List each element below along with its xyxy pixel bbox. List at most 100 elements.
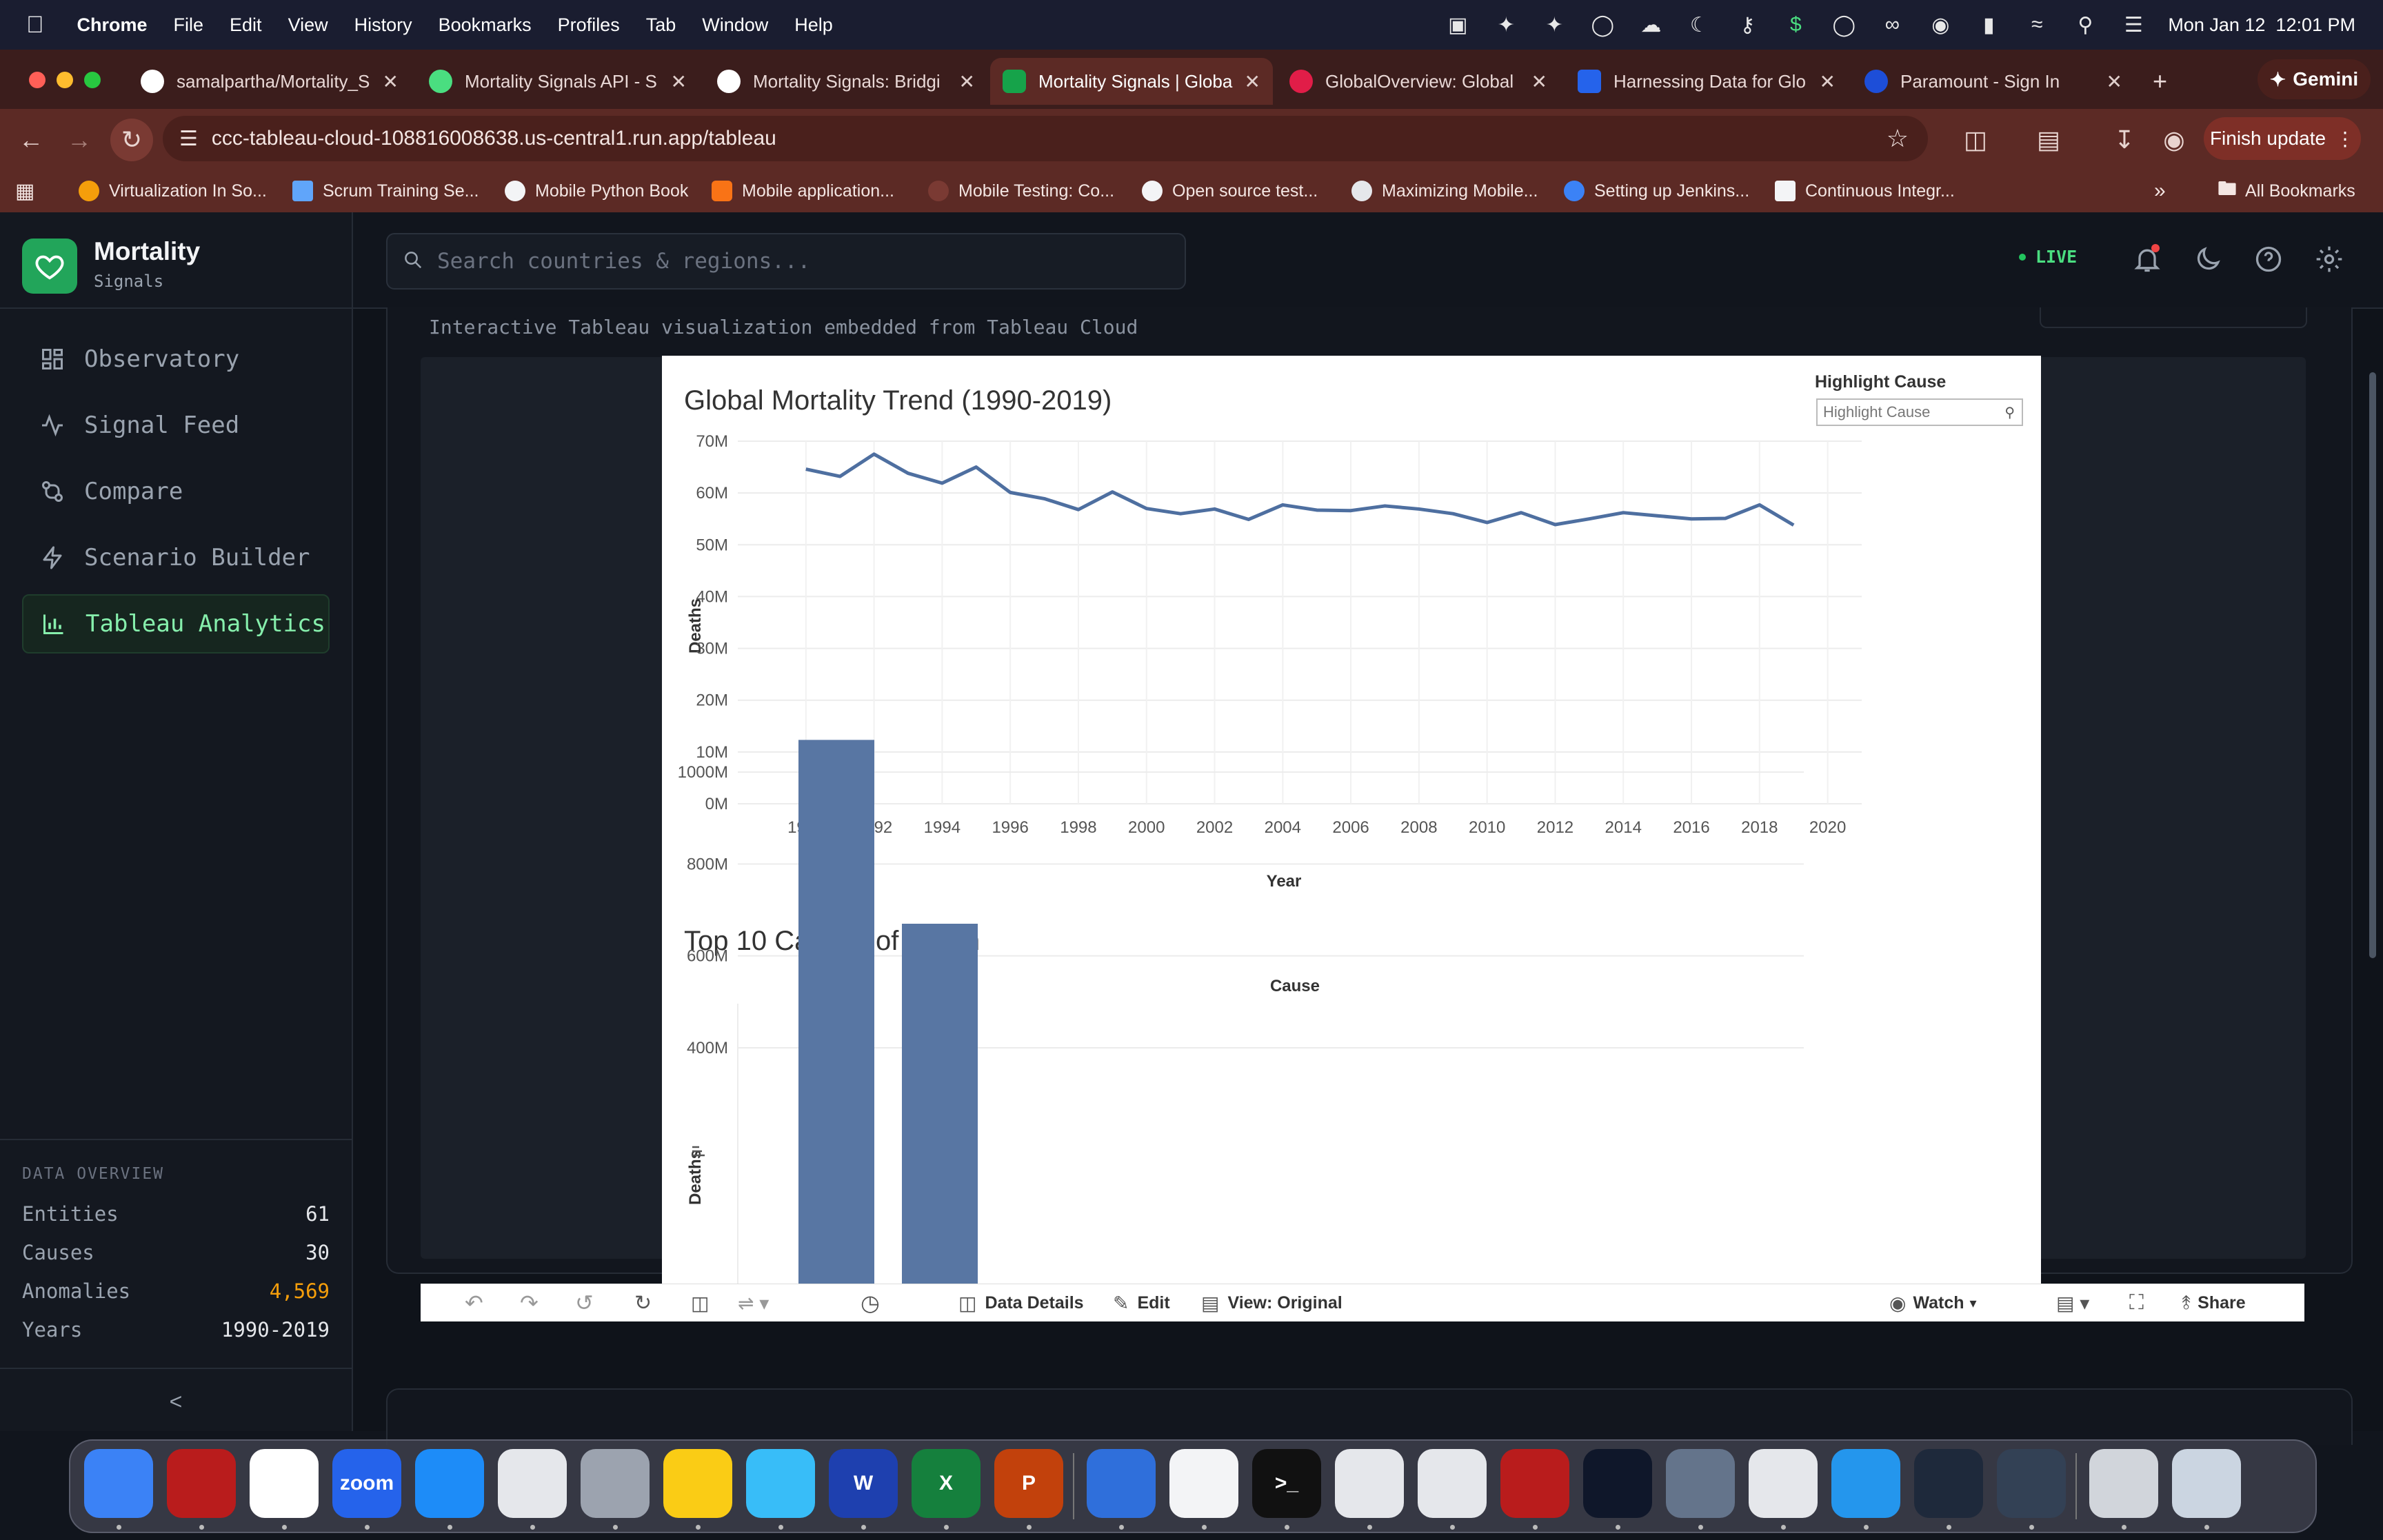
bar[interactable] <box>902 924 978 1284</box>
back-arrow-icon[interactable]: ← <box>19 125 43 154</box>
link-status-icon[interactable]: ∞ <box>1884 13 1900 36</box>
chrome-app-icon[interactable] <box>1418 1449 1487 1518</box>
data-point[interactable] <box>1280 503 1285 507</box>
edit-button[interactable]: ✎ Edit <box>1113 1284 1170 1321</box>
bookmark-item[interactable]: Open source test... <box>1142 170 1318 212</box>
data-point[interactable] <box>1043 496 1047 500</box>
data-point[interactable] <box>1178 511 1183 516</box>
view-original-button[interactable]: ▤ View: Original <box>1201 1284 1343 1321</box>
notifications-bell-icon[interactable] <box>2132 244 2165 277</box>
tab-close-icon[interactable]: ✕ <box>1819 70 1836 92</box>
data-point[interactable] <box>1451 511 1455 516</box>
tab-close-icon[interactable]: ✕ <box>670 70 687 92</box>
wave-app-icon[interactable] <box>1583 1449 1652 1518</box>
bookmark-item[interactable]: Mobile Python Book <box>505 170 688 212</box>
data-point[interactable] <box>1349 509 1353 513</box>
data-point[interactable] <box>1315 508 1319 512</box>
data-point[interactable] <box>1519 511 1523 515</box>
menu-profiles[interactable]: Profiles <box>540 14 620 35</box>
battery-icon[interactable]: ▮ <box>1983 13 1995 37</box>
forward-arrow-icon[interactable]: → <box>67 125 92 154</box>
gemini-button[interactable]: ✦ Gemini <box>2258 59 2371 99</box>
download-icon[interactable]: ↧ <box>2113 125 2135 154</box>
wifi-icon[interactable]: ≈ <box>2031 13 2043 36</box>
tableau-viz[interactable]: Global Mortality Trend (1990-2019) Death… <box>662 356 2041 1284</box>
menu-bookmarks[interactable]: Bookmarks <box>421 14 532 35</box>
data-point[interactable] <box>838 474 842 478</box>
docker-status-icon[interactable]: ▣ <box>1448 13 1468 37</box>
menu-tab[interactable]: Tab <box>628 14 676 35</box>
nav-item-observatory[interactable]: Observatory <box>22 330 330 389</box>
menu-edit[interactable]: Edit <box>212 14 262 35</box>
cube-app-icon[interactable] <box>1997 1449 2066 1518</box>
sort-icon[interactable] <box>692 1146 705 1157</box>
browser-tab[interactable]: samalpartha/Mortality_S ✕ <box>128 58 411 105</box>
browser-tab-active[interactable]: Mortality Signals | Globa ✕ <box>990 58 1273 105</box>
acrobat-2-app-icon[interactable] <box>1500 1449 1569 1518</box>
shield-status-icon[interactable]: ◉ <box>1931 13 1950 37</box>
bar[interactable] <box>798 740 874 1284</box>
bookmark-item[interactable]: Maximizing Mobile... <box>1351 170 1538 212</box>
collapse-sidebar-button[interactable]: < <box>159 1384 193 1419</box>
system-settings-app-icon[interactable] <box>581 1449 650 1518</box>
nav-item-signal-feed[interactable]: Signal Feed <box>22 396 330 455</box>
revert-icon[interactable]: ↺ <box>575 1290 594 1315</box>
bookmark-item[interactable]: Virtualization In So... <box>79 170 267 212</box>
data-point[interactable] <box>1723 516 1727 520</box>
bookmark-star-icon[interactable]: ☆ <box>1886 124 1909 152</box>
undo-icon[interactable]: ↶ <box>465 1290 483 1315</box>
data-point[interactable] <box>974 465 978 469</box>
data-point[interactable] <box>1417 507 1421 511</box>
series-line[interactable] <box>805 452 1795 527</box>
bookmark-item[interactable]: Continuous Integr... <box>1775 170 1955 212</box>
theme-toggle-moon-icon[interactable] <box>2193 244 2223 278</box>
tab-close-icon[interactable]: ✕ <box>382 70 399 92</box>
site-info-icon[interactable]: ☰ <box>179 127 198 150</box>
menu-file[interactable]: File <box>156 14 204 35</box>
apple-menu-icon[interactable]:  <box>26 12 44 39</box>
gemini-status-icon[interactable]: ✦ <box>1545 13 1563 37</box>
window-zoom-button[interactable] <box>84 72 101 88</box>
data-point[interactable] <box>1110 490 1114 494</box>
brand-logo-icon[interactable] <box>22 239 77 294</box>
terminal-app-icon[interactable]: >_ <box>1252 1449 1321 1518</box>
slack-app-icon[interactable] <box>250 1449 319 1518</box>
finder-app-icon[interactable] <box>84 1449 153 1518</box>
data-point[interactable] <box>1656 514 1660 518</box>
data-point[interactable] <box>1247 517 1251 521</box>
powerpoint-app-icon[interactable]: P <box>994 1449 1063 1518</box>
data-point[interactable] <box>804 467 808 472</box>
reading-mode-icon[interactable]: ▤ <box>2036 125 2060 154</box>
watch-button[interactable]: ◉ Watch ▾ <box>1889 1284 1977 1321</box>
refresh-data-icon[interactable]: ↻ <box>634 1291 652 1315</box>
search-input[interactable]: Search countries & regions... <box>386 233 1186 290</box>
browser-tab[interactable]: Paramount - Sign In ✕ <box>1852 58 2135 105</box>
proxyman-app-icon[interactable] <box>1666 1449 1735 1518</box>
extensions-icon[interactable]: ◫ <box>1963 125 1987 154</box>
download-menu-icon[interactable]: ▤ ▾ <box>2056 1292 2090 1314</box>
data-point[interactable] <box>1145 507 1149 511</box>
globe-status-icon[interactable]: ◯ <box>1591 13 1615 37</box>
all-bookmarks-folder[interactable]: 🖿 All Bookmarks <box>2218 170 2355 212</box>
dollar-status-icon[interactable]: $ <box>1789 13 1802 36</box>
url-text[interactable]: ccc-tableau-cloud-108816008638.us-centra… <box>211 127 776 150</box>
redo-icon[interactable]: ↷ <box>520 1290 539 1315</box>
nav-item-tableau-analytics[interactable]: Tableau Analytics <box>22 594 330 654</box>
nav-item-scenario-builder[interactable]: Scenario Builder <box>22 528 330 587</box>
menu-help[interactable]: Help <box>776 14 833 35</box>
menubar-clock[interactable]: Mon Jan 12 12:01 PM <box>2168 14 2355 35</box>
bookmark-item[interactable]: Mobile Testing: Co... <box>928 170 1114 212</box>
files-app-icon[interactable] <box>1335 1449 1404 1518</box>
tab-close-icon[interactable]: ✕ <box>958 70 975 92</box>
safari-app-icon[interactable] <box>746 1449 815 1518</box>
tab-close-icon[interactable]: ✕ <box>1531 70 1547 92</box>
page-scrollbar[interactable] <box>2369 372 2376 958</box>
sparkle-status-icon[interactable]: ✦ <box>1497 13 1515 37</box>
scanner-app-icon[interactable] <box>2089 1449 2158 1518</box>
data-point[interactable] <box>1758 503 1762 507</box>
data-point[interactable] <box>1213 507 1217 511</box>
window-minimize-button[interactable] <box>57 72 73 88</box>
help-circle-icon[interactable] <box>2253 244 2284 278</box>
data-point[interactable] <box>1553 523 1557 527</box>
data-point[interactable] <box>1008 490 1012 494</box>
